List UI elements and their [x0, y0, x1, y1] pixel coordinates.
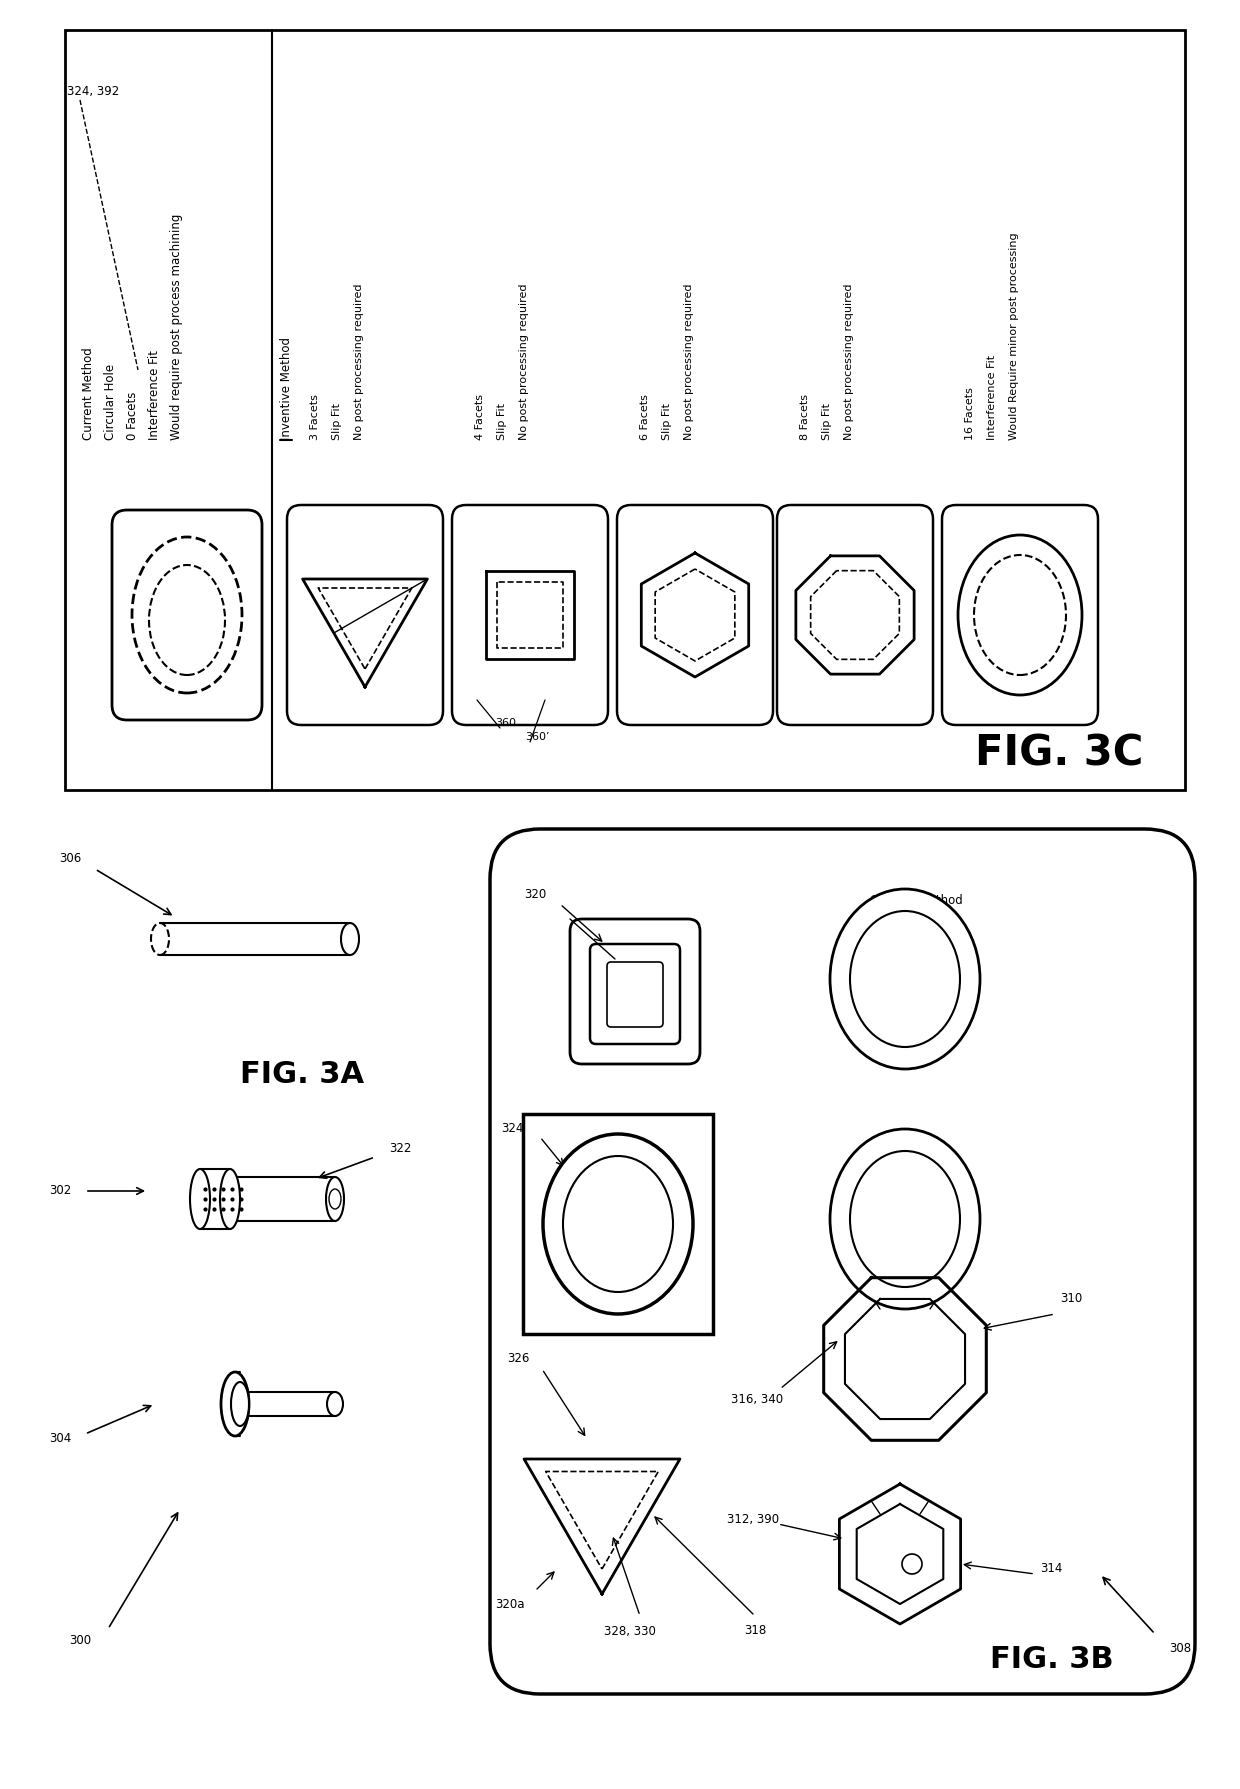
Text: 314: 314 [1040, 1562, 1063, 1576]
Text: 360’: 360’ [525, 732, 549, 742]
Text: 326: 326 [507, 1352, 529, 1365]
Text: 320a: 320a [495, 1598, 525, 1610]
Text: No post processing required: No post processing required [684, 283, 694, 440]
Ellipse shape [341, 923, 360, 955]
Text: 316, 340: 316, 340 [730, 1392, 784, 1406]
Text: Interference Fit: Interference Fit [987, 354, 997, 440]
Text: 324, 392: 324, 392 [67, 86, 119, 98]
Text: 322: 322 [389, 1143, 412, 1156]
Text: 6 Facets: 6 Facets [640, 394, 650, 440]
Ellipse shape [849, 911, 960, 1047]
Ellipse shape [830, 1129, 980, 1310]
Text: Current Method: Current Method [82, 347, 95, 440]
Ellipse shape [190, 1168, 210, 1229]
Text: 304: 304 [48, 1433, 71, 1446]
Text: No post processing required: No post processing required [353, 283, 365, 440]
FancyBboxPatch shape [112, 510, 262, 719]
Text: 0 Facets: 0 Facets [126, 392, 139, 440]
FancyBboxPatch shape [490, 828, 1195, 1694]
Ellipse shape [849, 1150, 960, 1286]
FancyBboxPatch shape [286, 504, 443, 725]
Text: 308: 308 [1169, 1642, 1192, 1655]
Ellipse shape [329, 1190, 341, 1209]
Text: 324: 324 [501, 1122, 523, 1136]
Text: Inventive Method: Inventive Method [280, 336, 293, 440]
Ellipse shape [830, 889, 980, 1070]
Text: 360: 360 [495, 717, 516, 728]
Text: FIG. 3C: FIG. 3C [975, 733, 1143, 775]
Text: Slip Fit: Slip Fit [497, 403, 507, 440]
Text: Slip Fit: Slip Fit [822, 403, 832, 440]
Text: 318: 318 [744, 1624, 766, 1637]
Text: 8 Facets: 8 Facets [800, 394, 810, 440]
Text: 328, 330: 328, 330 [604, 1624, 656, 1637]
Text: 4 Facets: 4 Facets [475, 394, 485, 440]
Text: Interference Fit: Interference Fit [148, 351, 161, 440]
Text: Circle Feature: Circle Feature [870, 911, 952, 923]
Text: 320: 320 [523, 887, 546, 900]
Text: 300: 300 [69, 1635, 91, 1648]
Ellipse shape [327, 1392, 343, 1417]
FancyBboxPatch shape [618, 504, 773, 725]
Text: 310: 310 [1060, 1292, 1083, 1306]
Ellipse shape [543, 1134, 693, 1313]
Text: Slip Fit: Slip Fit [662, 403, 672, 440]
FancyBboxPatch shape [453, 504, 608, 725]
Text: 302: 302 [48, 1184, 71, 1197]
Text: 312, 390: 312, 390 [727, 1512, 779, 1526]
Text: Would require post process machining: Would require post process machining [170, 213, 184, 440]
Text: FIG. 3A: FIG. 3A [241, 1061, 365, 1090]
Text: No post processing required: No post processing required [844, 283, 854, 440]
FancyBboxPatch shape [777, 504, 932, 725]
Text: Circular Hole: Circular Hole [104, 363, 117, 440]
Bar [64, 30, 1185, 791]
Text: FIG. 3B: FIG. 3B [990, 1646, 1114, 1675]
FancyBboxPatch shape [590, 945, 680, 1045]
Ellipse shape [326, 1177, 343, 1222]
Text: Current Method: Current Method [870, 894, 962, 907]
FancyBboxPatch shape [608, 962, 663, 1027]
Ellipse shape [221, 1372, 249, 1437]
Bar [523, 1115, 713, 1335]
FancyBboxPatch shape [570, 920, 701, 1064]
Ellipse shape [219, 1168, 241, 1229]
Text: Slip Fit: Slip Fit [332, 403, 342, 440]
Text: No post processing required: No post processing required [520, 283, 529, 440]
Ellipse shape [901, 1555, 923, 1574]
FancyBboxPatch shape [942, 504, 1097, 725]
Ellipse shape [563, 1156, 673, 1292]
Text: 3 Facets: 3 Facets [310, 394, 320, 440]
Text: 306: 306 [58, 853, 81, 866]
Ellipse shape [231, 1381, 249, 1426]
Text: 16 Facets: 16 Facets [965, 386, 975, 440]
Text: Would Require minor post processing: Would Require minor post processing [1009, 233, 1019, 440]
